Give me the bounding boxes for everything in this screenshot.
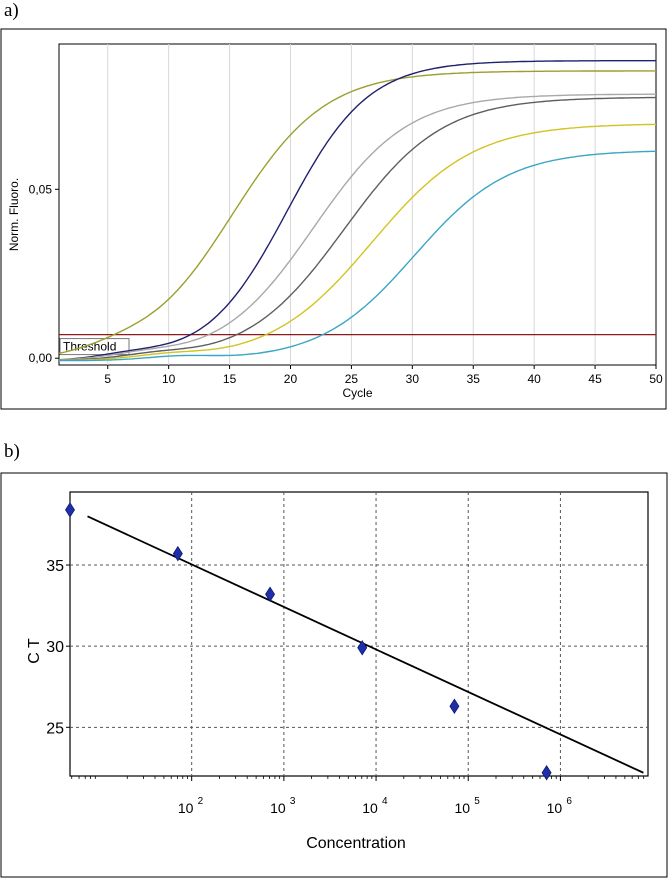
amplification-curve-gray <box>58 93 656 361</box>
x-tick-label-a: 50 <box>649 372 663 386</box>
x-axis-title-b: Concentration <box>306 835 406 852</box>
x-tick-label-a: 40 <box>527 372 541 386</box>
x-axis-title-a: Cycle <box>342 386 372 400</box>
amplification-curve-olive <box>58 70 656 354</box>
x-tick-label-b: 10 <box>362 800 378 816</box>
x-tick-label-a: 45 <box>588 372 602 386</box>
x-tick-exponent-b: 3 <box>290 796 296 807</box>
x-tick-label-b: 10 <box>270 800 286 816</box>
y-tick-label-b: 30 <box>46 639 64 656</box>
data-point-diamond <box>265 586 276 602</box>
amplification-chart: 5 10 15 20 25 30 35 40 45 50 0,00 0,05 Cycle Norm. Fl… <box>0 28 667 410</box>
x-tick-label-a: 30 <box>406 372 420 386</box>
x-tick-exponent-b: 2 <box>198 796 204 807</box>
x-tick-label-b: 10 <box>454 800 470 816</box>
x-tick-label-a: 35 <box>467 372 481 386</box>
data-point-diamond <box>172 545 183 562</box>
plot-area-a <box>58 43 657 366</box>
data-point-diamond <box>449 698 460 714</box>
x-tick-exponent-b: 6 <box>566 796 572 807</box>
y-tick-label-a: 0,00 <box>29 351 53 365</box>
x-tick-label-a: 25 <box>345 372 359 386</box>
threshold-label-box <box>59 338 130 356</box>
x-tick-label-b: 10 <box>547 800 563 816</box>
panel-label-a: a) <box>4 0 19 21</box>
x-tick-label-a: 5 <box>104 372 111 386</box>
x-tick-label-a: 20 <box>284 372 298 386</box>
plot-area-b <box>69 491 649 777</box>
x-tick-exponent-b: 4 <box>382 796 388 807</box>
standard-curve-fit-line <box>87 515 644 774</box>
x-tick-label-a: 15 <box>223 372 237 386</box>
amplification-curve-yellow <box>58 123 656 362</box>
y-tick-label-a: 0,05 <box>29 182 53 196</box>
threshold-label: Threshold <box>63 340 116 354</box>
y-tick-label-b: 35 <box>46 558 64 575</box>
amplification-curve-cyan <box>59 150 656 362</box>
x-tick-label-a: 10 <box>162 372 176 386</box>
data-point-diamond <box>357 640 368 656</box>
panel-label-b: b) <box>4 441 20 462</box>
x-tick-exponent-b: 5 <box>474 796 480 807</box>
y-tick-label-b: 25 <box>46 720 64 737</box>
data-point-diamond <box>65 502 75 518</box>
y-axis-title-b: C T <box>26 638 43 664</box>
x-tick-label-b: 10 <box>178 800 194 816</box>
data-point-diamond <box>541 765 552 781</box>
y-axis-title-a: Norm. Fluoro. <box>7 178 21 251</box>
amplification-curve-navy <box>58 59 657 361</box>
amplification-curve-dark-gray <box>58 96 656 361</box>
